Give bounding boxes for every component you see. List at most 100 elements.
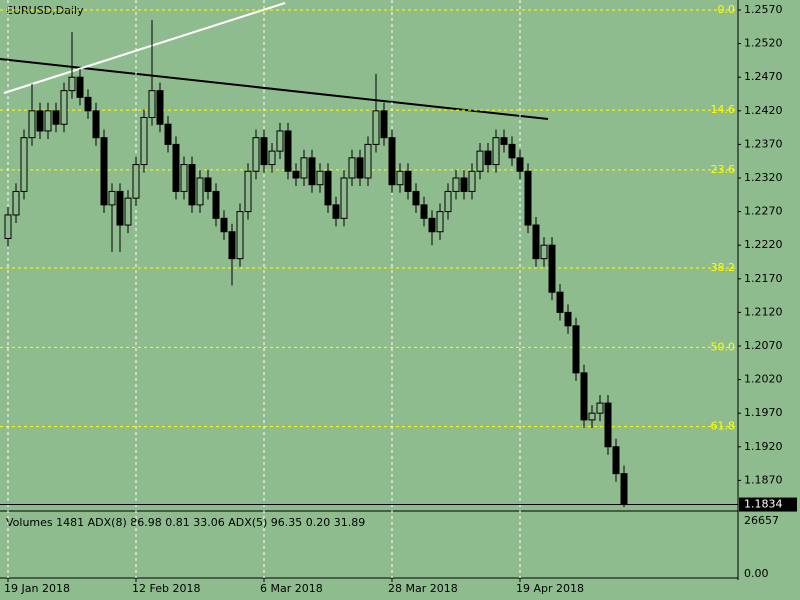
candle-body — [156, 90, 164, 125]
y-tick-label: 1.1920 — [744, 440, 783, 453]
y-tick-label: 1.2020 — [744, 373, 783, 386]
candle-body — [556, 291, 564, 313]
candle-body — [148, 90, 156, 119]
candle-body — [28, 110, 36, 139]
volume-tick-label: 26657 — [744, 514, 779, 527]
candle-body — [620, 473, 628, 506]
candle-body — [508, 143, 516, 159]
candle-body — [100, 137, 108, 206]
candle-body — [52, 110, 60, 125]
x-tick-label: 12 Feb 2018 — [132, 582, 200, 595]
candle-body — [124, 197, 132, 226]
candle-body — [420, 204, 428, 219]
candle-body — [212, 190, 220, 219]
candle-body — [348, 157, 356, 179]
trend-line — [3, 2, 286, 94]
fib-label: 38.2 — [711, 261, 736, 274]
candle-body — [60, 90, 68, 125]
candle-body — [276, 130, 284, 152]
candle-body — [252, 137, 260, 172]
candle-body — [500, 137, 508, 145]
x-tick-label: 6 Mar 2018 — [260, 582, 323, 595]
candle-body — [84, 96, 92, 112]
candle-body — [324, 170, 332, 206]
candle-body — [452, 177, 460, 192]
y-tick-label: 1.2070 — [744, 339, 783, 352]
candle-body — [388, 137, 396, 186]
candle-body — [332, 204, 340, 219]
candle-body — [412, 190, 420, 206]
candle-body — [604, 402, 612, 448]
candle-body — [228, 231, 236, 260]
y-tick-label: 1.2470 — [744, 70, 783, 83]
x-tick-label: 28 Mar 2018 — [388, 582, 458, 595]
candle-body — [292, 170, 300, 179]
candle-body — [612, 446, 620, 475]
candle-body — [404, 170, 412, 192]
candle-body — [492, 137, 500, 166]
x-tick-label: 19 Jan 2018 — [4, 582, 70, 595]
y-tick-label: 1.2520 — [744, 37, 783, 50]
y-tick-label: 1.2220 — [744, 238, 783, 251]
candle-body — [236, 211, 244, 260]
candle-body — [76, 76, 84, 98]
candle-body — [164, 123, 172, 145]
fib-label: 50.0 — [711, 340, 736, 353]
candle-body — [12, 190, 20, 216]
candle-body — [220, 217, 228, 233]
candle-body — [564, 311, 572, 327]
candle-body — [68, 76, 76, 92]
candle-body — [476, 150, 484, 172]
y-tick-label: 1.2120 — [744, 305, 783, 318]
candle-body — [596, 402, 604, 414]
candle-body — [308, 157, 316, 186]
candle-body — [516, 157, 524, 172]
candle-body — [524, 170, 532, 226]
bid-label-box — [739, 497, 797, 512]
candle-body — [116, 190, 124, 226]
candle-body — [396, 170, 404, 186]
y-tick-label: 1.2270 — [744, 205, 783, 218]
candle-body — [268, 150, 276, 166]
y-tick-label: 1.2170 — [744, 272, 783, 285]
candle-body — [436, 211, 444, 233]
x-tick-label: 19 Apr 2018 — [516, 582, 584, 595]
candle-body — [92, 110, 100, 139]
y-tick-label: 1.1870 — [744, 473, 783, 486]
candle-body — [460, 177, 468, 192]
candle-body — [188, 164, 196, 206]
candle-body — [44, 110, 52, 132]
candle-body — [316, 170, 324, 186]
fib-label: 23.6 — [711, 163, 736, 176]
y-tick-label: 1.2320 — [744, 171, 783, 184]
y-tick-label: 1.2370 — [744, 137, 783, 150]
volume-title: Volumes 1481 ADX(8) 86.98 0.81 33.06 ADX… — [6, 516, 365, 529]
y-tick-label: 1.2420 — [744, 104, 783, 117]
candle-body — [132, 164, 140, 199]
candle-body — [108, 190, 116, 206]
candle-body — [548, 244, 556, 293]
candle-body — [572, 325, 580, 374]
candle-body — [468, 170, 476, 192]
candle-body — [444, 190, 452, 213]
candle-body — [484, 150, 492, 166]
candle-body — [140, 117, 148, 166]
candle-body — [340, 177, 348, 219]
candle-body — [300, 157, 308, 179]
candle-body — [196, 177, 204, 206]
bid-label: 1.1834 — [744, 498, 783, 511]
candle-body — [284, 130, 292, 172]
candle-body — [260, 137, 268, 166]
candle-body — [172, 143, 180, 192]
candle-body — [364, 143, 372, 179]
candle-body — [244, 170, 252, 213]
candle-body — [204, 177, 212, 192]
volume-tick-label: 0.00 — [744, 567, 769, 580]
candle-body — [4, 214, 12, 239]
candle-body — [180, 164, 188, 192]
trend-line — [0, 58, 549, 120]
candle-body — [356, 157, 364, 179]
candle-body — [588, 412, 596, 421]
